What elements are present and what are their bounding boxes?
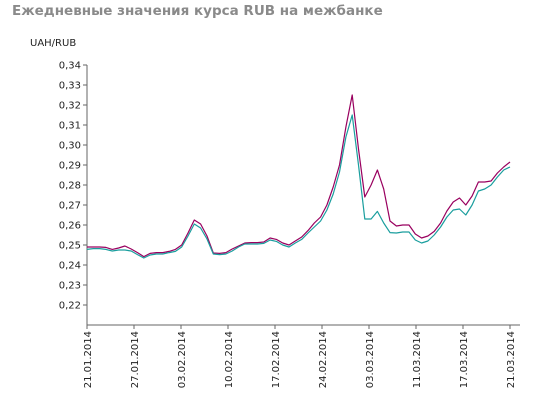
x-tick-label: 03.02.2014	[177, 331, 188, 388]
y-tick-label: 0,23	[59, 281, 81, 292]
y-tick-label: 0,30	[59, 141, 81, 152]
y-tick-label: 0,27	[59, 201, 81, 212]
chart-title: Ежедневные значения курса RUB на межбанк…	[12, 3, 383, 19]
x-tick-label: 24.02.2014	[318, 331, 329, 388]
y-tick-label: 0,33	[59, 81, 81, 92]
x-tick-label: 27.01.2014	[130, 331, 141, 388]
x-tick-label: 17.03.2014	[459, 331, 470, 388]
x-tick-label: 10.02.2014	[224, 331, 235, 388]
chart-axes	[86, 65, 520, 326]
y-tick-label: 0,34	[59, 61, 81, 72]
y-axis-ticks: 0,22 0,23 0,24 0,25 0,26 0,27 0,28 0,29 0,30 0,31…	[59, 61, 87, 312]
y-axis-unit-label: UAH/RUB	[30, 38, 76, 49]
y-tick-label: 0,28	[59, 181, 81, 192]
x-tick-label: 17.02.2014	[271, 331, 282, 388]
y-tick-label: 0,32	[59, 101, 81, 112]
y-tick-label: 0,24	[59, 261, 81, 272]
y-tick-label: 0,25	[59, 241, 81, 252]
y-tick-label: 0,29	[59, 161, 81, 172]
series-line-2	[86, 114, 511, 259]
y-tick-label: 0,26	[59, 221, 81, 232]
x-axis-ticks: 21.01.2014 27.01.2014 03.02.2014 10.02.2014…	[83, 325, 517, 388]
y-tick-label: 0,22	[59, 301, 81, 312]
x-tick-label: 21.03.2014	[506, 331, 517, 388]
x-tick-label: 11.03.2014	[412, 331, 423, 388]
x-tick-label: 21.01.2014	[83, 331, 94, 388]
series-layer	[86, 94, 511, 259]
series-line-1	[87, 94, 511, 258]
x-tick-label: 03.03.2014	[365, 331, 376, 388]
y-tick-label: 0,31	[59, 121, 81, 132]
